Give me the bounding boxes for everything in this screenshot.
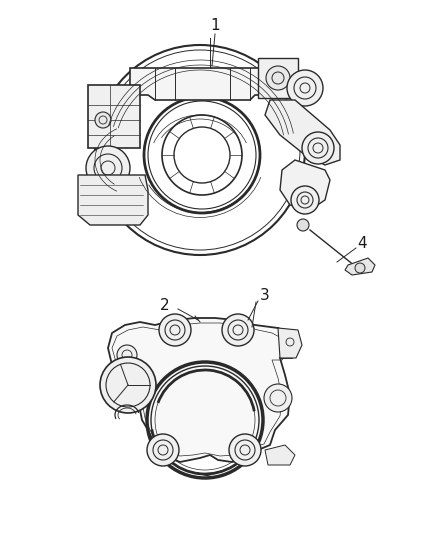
- Text: 2: 2: [160, 297, 170, 312]
- Text: 1: 1: [210, 18, 220, 33]
- Circle shape: [229, 434, 261, 466]
- Text: 4: 4: [357, 237, 367, 252]
- Polygon shape: [265, 100, 340, 165]
- Circle shape: [291, 186, 319, 214]
- Polygon shape: [130, 68, 272, 100]
- Circle shape: [266, 66, 290, 90]
- Circle shape: [264, 384, 292, 412]
- Polygon shape: [278, 328, 302, 358]
- Circle shape: [297, 219, 309, 231]
- Circle shape: [117, 345, 137, 365]
- Circle shape: [355, 263, 365, 273]
- Polygon shape: [88, 85, 140, 148]
- Circle shape: [95, 112, 111, 128]
- Circle shape: [86, 146, 130, 190]
- Circle shape: [222, 314, 254, 346]
- Polygon shape: [280, 160, 330, 210]
- Circle shape: [302, 132, 334, 164]
- Circle shape: [147, 434, 179, 466]
- Polygon shape: [265, 445, 295, 465]
- Circle shape: [287, 70, 323, 106]
- Text: 3: 3: [260, 287, 270, 303]
- Circle shape: [159, 314, 191, 346]
- Polygon shape: [108, 318, 300, 462]
- Polygon shape: [345, 258, 375, 275]
- Polygon shape: [258, 58, 298, 98]
- Circle shape: [100, 357, 156, 413]
- Polygon shape: [78, 175, 148, 225]
